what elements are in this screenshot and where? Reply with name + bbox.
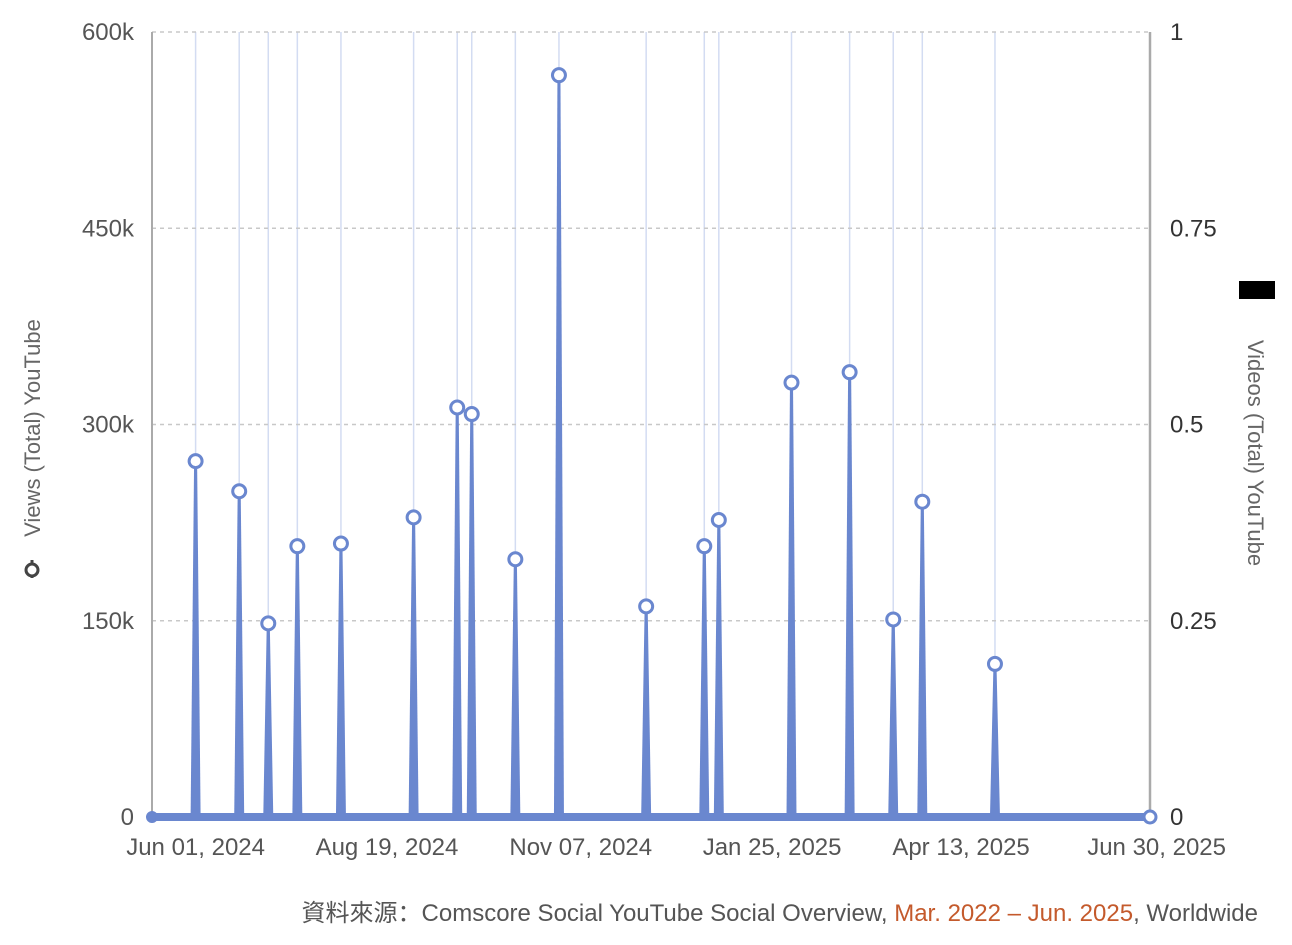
spike-line [335, 543, 346, 817]
data-point [550, 67, 567, 84]
axes [151, 32, 1152, 817]
x-tick-label: Jun 30, 2025 [1087, 834, 1226, 861]
right-tick-label: 0.75 [1170, 215, 1217, 242]
data-point [507, 551, 524, 568]
spike-line [641, 606, 652, 817]
x-tick-label: Jun 01, 2024 [126, 834, 265, 861]
data-point [463, 406, 480, 423]
data-point [841, 364, 858, 381]
series-views-markers [146, 67, 1158, 825]
right-tick-label: 0.5 [1170, 412, 1203, 439]
data-point [783, 374, 800, 391]
horizontal-gridlines [152, 31, 1150, 622]
spike-line [888, 619, 899, 817]
left-tick-label: 0 [121, 804, 134, 831]
source-prefix: 資料來源：Comscore Social YouTube Social Over… [301, 900, 895, 927]
data-point [187, 453, 204, 470]
spike-line [292, 546, 303, 817]
data-point [231, 483, 248, 500]
spike-line [510, 559, 521, 817]
spike-line [466, 414, 477, 817]
spike-line [408, 517, 419, 817]
left-tick-label: 300k [82, 412, 135, 439]
spike-line [917, 501, 928, 817]
x-tick-label: Nov 07, 2024 [509, 834, 652, 861]
data-point [405, 509, 422, 526]
x-tick-label: Apr 13, 2025 [892, 834, 1029, 861]
source-note: 資料來源：Comscore Social YouTube Social Over… [302, 893, 1258, 928]
data-point [986, 655, 1003, 672]
left-tick-label: 450k [82, 215, 135, 242]
data-point [332, 535, 349, 552]
tick-labels: 0 150k 300k 450k 600k 0 0.25 0.5 0.75 1 Jun 01, 20… [82, 19, 1226, 861]
spike-line [699, 546, 710, 817]
right-tick-label: 0 [1170, 804, 1183, 831]
left-axis-title: Views (Total) YouTube [20, 319, 45, 537]
left-axis-title-group: Views (Total) YouTube [20, 319, 45, 537]
start-point [146, 811, 158, 823]
data-point [710, 512, 727, 529]
spike-line [452, 407, 463, 817]
data-point [885, 611, 902, 628]
end-point [1142, 809, 1158, 825]
x-tick-label: Aug 19, 2024 [316, 834, 459, 861]
left-tick-label: 600k [82, 19, 135, 46]
left-legend-icon [24, 560, 40, 578]
spike-line [263, 623, 274, 817]
spike-line [234, 491, 245, 817]
spike-line [989, 663, 1000, 817]
spike-line [190, 461, 201, 817]
spike-line [713, 520, 724, 817]
source-suffix: , Worldwide [1133, 900, 1258, 927]
data-point [914, 493, 931, 510]
series-views [148, 75, 1154, 821]
right-axis-title-group: Videos (Total) YouTube [1243, 340, 1268, 566]
data-point [289, 538, 306, 555]
right-tick-label: 0.25 [1170, 608, 1217, 635]
data-point [260, 615, 277, 632]
spike-line [786, 382, 797, 817]
left-tick-label: 150k [82, 608, 135, 635]
right-axis-title: Videos (Total) YouTube [1243, 340, 1268, 566]
spike-line [553, 75, 564, 818]
data-point [696, 538, 713, 555]
right-legend-swatch [1239, 281, 1275, 299]
data-point [449, 399, 466, 416]
x-tick-label: Jan 25, 2025 [703, 834, 842, 861]
source-date-range: Mar. 2022 – Jun. 2025 [894, 900, 1134, 927]
spike-line [844, 372, 855, 817]
right-tick-label: 1 [1170, 19, 1183, 46]
data-point [638, 598, 655, 615]
